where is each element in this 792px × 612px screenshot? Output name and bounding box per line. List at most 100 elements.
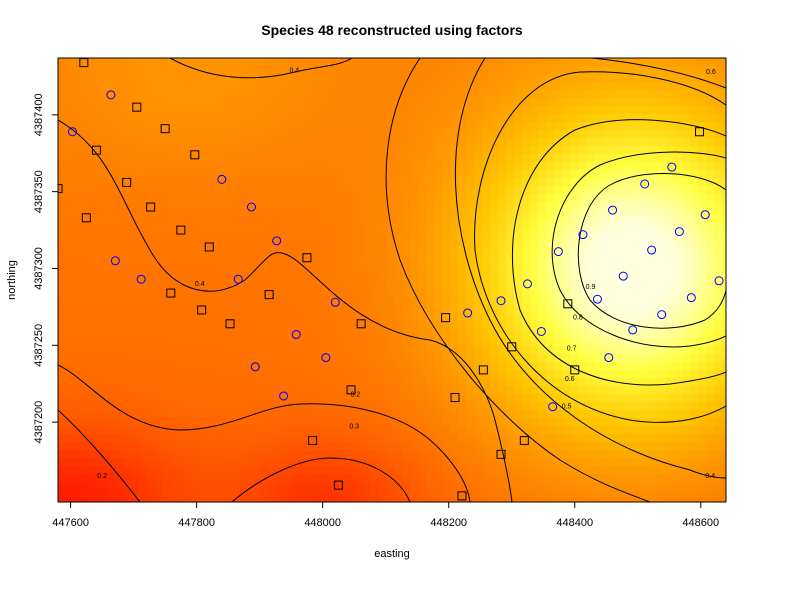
heatmap-cell [338, 274, 347, 283]
heatmap-cell [234, 66, 243, 75]
heatmap-cell [474, 114, 483, 123]
heatmap-cell [394, 450, 403, 459]
heatmap-cell [322, 482, 331, 491]
heatmap-cell [722, 386, 726, 395]
heatmap-cell [682, 138, 691, 147]
heatmap-cell [282, 154, 291, 163]
heatmap-cell [506, 338, 515, 347]
heatmap-cell [106, 298, 115, 307]
heatmap-cell [138, 442, 147, 451]
heatmap-cell [130, 170, 139, 179]
sample-square-marker [146, 202, 156, 212]
heatmap-cell [98, 354, 107, 363]
heatmap-cell [458, 410, 467, 419]
heatmap-cell [250, 234, 259, 243]
heatmap-cell [82, 418, 91, 427]
heatmap-cell [530, 442, 539, 451]
heatmap-cell [322, 234, 331, 243]
heatmap-cell [634, 186, 643, 195]
heatmap-cell [122, 386, 131, 395]
heatmap-cell [570, 346, 579, 355]
heatmap-cell [362, 450, 371, 459]
heatmap-cell [498, 346, 507, 355]
heatmap-cell [106, 378, 115, 387]
heatmap-cell [466, 234, 475, 243]
heatmap-cell [338, 130, 347, 139]
heatmap-cell [314, 482, 323, 491]
heatmap-cell [458, 210, 467, 219]
heatmap-cell [338, 234, 347, 243]
heatmap-cell [306, 442, 315, 451]
heatmap-cell [98, 58, 107, 67]
heatmap-cell [378, 250, 387, 259]
heatmap-cell [90, 450, 99, 459]
heatmap-cell [706, 354, 715, 363]
heatmap-cell [666, 154, 675, 163]
heatmap-cell [90, 338, 99, 347]
heatmap-cell [674, 202, 683, 211]
heatmap-cell [554, 450, 563, 459]
heatmap-cell [218, 90, 227, 99]
heatmap-cell [706, 458, 715, 467]
heatmap-cell [706, 58, 715, 67]
heatmap-cell [226, 338, 235, 347]
heatmap-cell [546, 210, 555, 219]
heatmap-cell [698, 186, 707, 195]
heatmap-cell [258, 354, 267, 363]
heatmap-cell [466, 322, 475, 331]
heatmap-cell [314, 90, 323, 99]
heatmap-cell [210, 370, 219, 379]
heatmap-cell [186, 330, 195, 339]
heatmap-cell [314, 130, 323, 139]
heatmap-cell [98, 202, 107, 211]
heatmap-cell [74, 346, 83, 355]
heatmap-cell [82, 330, 91, 339]
heatmap-cell [538, 146, 547, 155]
heatmap-cell [298, 426, 307, 435]
heatmap-cell [354, 434, 363, 443]
heatmap-cell [330, 98, 339, 107]
heatmap-cell [418, 354, 427, 363]
heatmap-cell [202, 346, 211, 355]
sample-square-marker [176, 225, 186, 235]
heatmap-cell [426, 370, 435, 379]
heatmap-cell [442, 394, 451, 403]
heatmap-cell [402, 210, 411, 219]
heatmap-cell [562, 482, 571, 491]
heatmap-cell [506, 178, 515, 187]
heatmap-cell [722, 82, 726, 91]
heatmap-cell [698, 74, 707, 83]
heatmap-cell [466, 242, 475, 251]
heatmap-cell [58, 122, 67, 131]
heatmap-cell [530, 434, 539, 443]
heatmap-cell [490, 114, 499, 123]
sample-circle-marker [553, 247, 563, 257]
heatmap-cell [290, 442, 299, 451]
heatmap-cell [314, 218, 323, 227]
heatmap-cell [210, 474, 219, 483]
heatmap-cell [578, 170, 587, 179]
heatmap-cell [250, 82, 259, 91]
heatmap-cell [538, 90, 547, 99]
heatmap-cell [690, 410, 699, 419]
sample-circle-marker [686, 293, 696, 303]
heatmap-cell [610, 386, 619, 395]
heatmap-cell [394, 202, 403, 211]
heatmap-cell [306, 186, 315, 195]
heatmap-cell [586, 218, 595, 227]
heatmap-cell [186, 402, 195, 411]
heatmap-cell [218, 114, 227, 123]
heatmap-cell [490, 394, 499, 403]
heatmap-cell [90, 274, 99, 283]
heatmap-cell [722, 202, 726, 211]
heatmap-cell [218, 218, 227, 227]
heatmap-cell [66, 162, 75, 171]
heatmap-cell [674, 298, 683, 307]
heatmap-cell [410, 290, 419, 299]
heatmap-cell [290, 306, 299, 315]
heatmap-cell [410, 162, 419, 171]
heatmap-cell [90, 186, 99, 195]
heatmap-cell [506, 146, 515, 155]
heatmap-cell [58, 378, 67, 387]
heatmap-cell [74, 378, 83, 387]
